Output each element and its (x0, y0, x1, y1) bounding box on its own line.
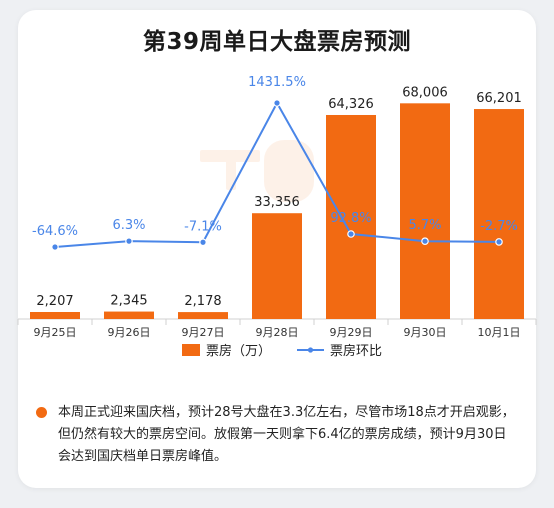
x-tick-label: 9月26日 (108, 326, 151, 339)
watermark-shape (226, 150, 236, 190)
bar (30, 312, 80, 319)
x-tick-label: 10月1日 (478, 326, 521, 339)
x-tick-label: 9月30日 (404, 326, 447, 339)
line-point (51, 243, 59, 251)
line-point (347, 230, 355, 238)
x-tick-label: 9月27日 (182, 326, 225, 339)
bar-value-label: 2,207 (36, 294, 73, 309)
line-point (273, 99, 281, 107)
note-block: 本周正式迎来国庆档，预计28号大盘在3.3亿左右，尽管市场18点才开启观影，但仍… (36, 402, 516, 468)
legend-line-marker (307, 347, 314, 353)
x-tick-label: 9月28日 (256, 326, 299, 339)
line-value-label: 5.7% (408, 218, 441, 233)
line-value-label: -64.6% (32, 224, 78, 239)
bar (178, 312, 228, 319)
x-tick-label: 9月25日 (34, 326, 77, 339)
watermark-shape (264, 140, 314, 202)
legend-bar-swatch (182, 344, 200, 356)
chart-area: 9月25日 9月26日 9月27日 9月28日 9月29日 9月30日 10月1日 2,207… (17, 75, 537, 359)
chart-title: 第39周单日大盘票房预测 (142, 29, 411, 55)
bar-value-label: 64,326 (328, 97, 374, 112)
bar (326, 114, 376, 319)
bar-value-label: 2,178 (184, 294, 221, 309)
bar (474, 109, 524, 320)
note-text: 本周正式迎来国庆档，预计28号大盘在3.3亿左右，尽管市场18点才开启观影，但仍… (58, 405, 515, 464)
legend-line-label: 票房环比 (330, 343, 382, 359)
bar (104, 311, 154, 319)
line-value-label: -2.7% (480, 219, 518, 234)
bar (252, 213, 302, 319)
legend-bar-label: 票房（万） (206, 343, 271, 359)
line-point (421, 237, 429, 245)
line-value-label: 1431.5% (248, 75, 306, 90)
bar-value-label: 33,356 (254, 195, 300, 210)
watermark-shape (200, 150, 260, 162)
line-value-label: 6.3% (112, 218, 145, 233)
bullet-dot-icon (36, 407, 47, 418)
bar-value-label: 2,345 (110, 294, 147, 309)
line-value-label: -7.1% (184, 219, 222, 234)
bar-value-label: 66,201 (476, 91, 522, 106)
line-value-label: 92.8% (330, 211, 371, 226)
bar-value-label: 68,006 (402, 85, 448, 100)
bar (400, 103, 450, 320)
line-point (495, 238, 503, 246)
x-tick-label: 9月29日 (330, 326, 373, 339)
line-point (125, 237, 133, 245)
line-point (199, 238, 207, 247)
